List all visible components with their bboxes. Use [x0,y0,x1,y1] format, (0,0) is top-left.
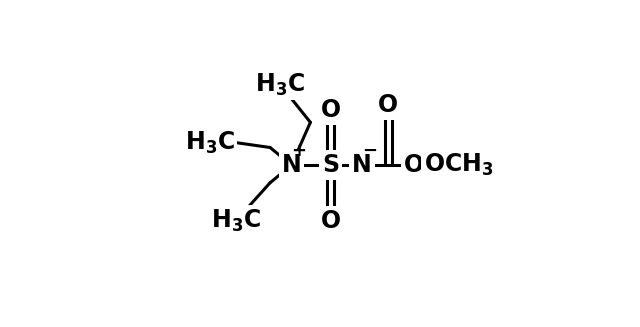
Text: O: O [378,93,399,117]
Text: O: O [321,209,340,232]
Text: $\mathregular{OCH_3}$: $\mathregular{OCH_3}$ [424,152,493,178]
Text: $\mathregular{H_3C}$: $\mathregular{H_3C}$ [185,129,235,156]
Text: S: S [322,153,339,177]
Text: O: O [404,153,424,177]
Text: O: O [321,98,340,122]
Text: N: N [352,153,372,177]
Text: $\mathregular{H_3C}$: $\mathregular{H_3C}$ [211,207,261,233]
Text: +: + [292,142,307,160]
Text: −: − [362,142,377,160]
Text: N: N [282,153,301,177]
Text: $\mathregular{H_3C}$: $\mathregular{H_3C}$ [255,72,305,98]
